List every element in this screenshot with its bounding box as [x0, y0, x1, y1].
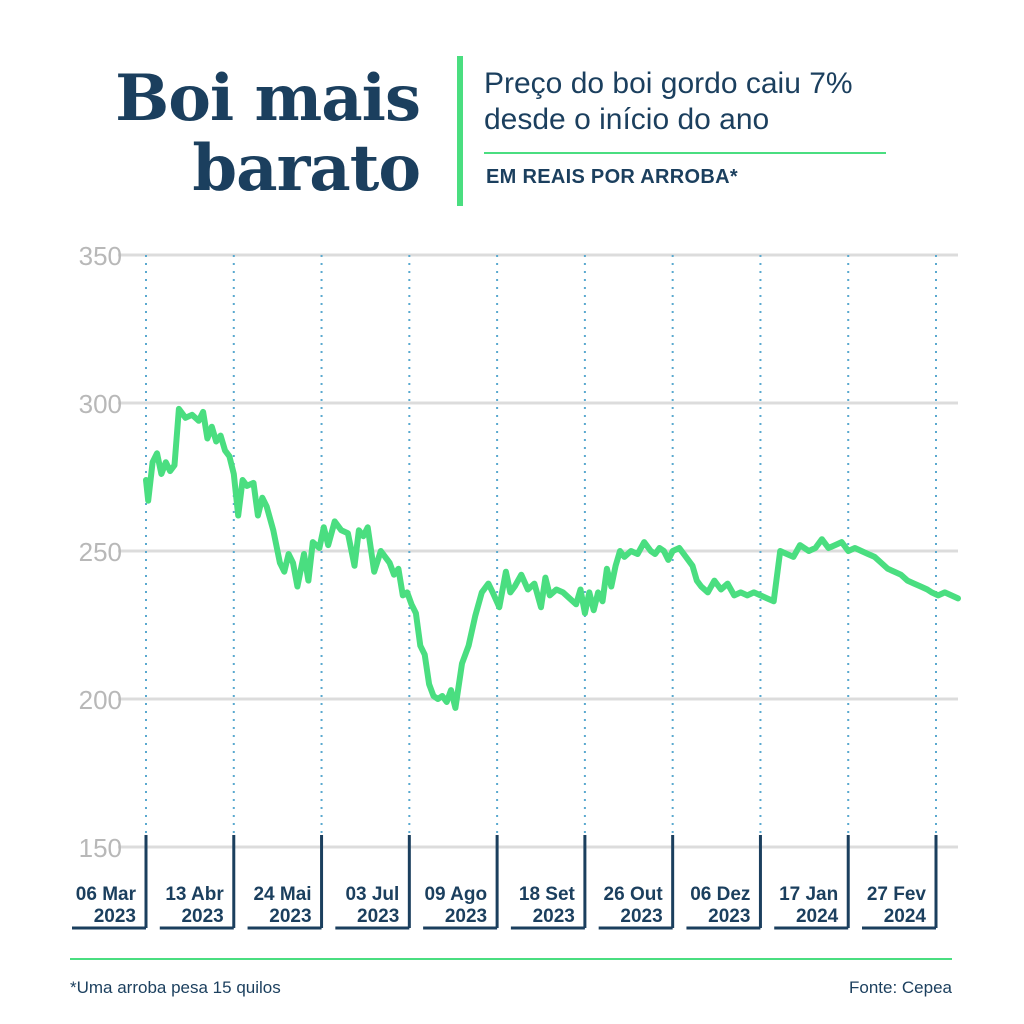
chart-subtitle-line1: Preço do boi gordo caiu 7% — [484, 67, 853, 100]
x-tick-label-day: 03 Jul — [345, 884, 399, 905]
chart-subtitle-line2: desde o início do ano — [484, 103, 770, 136]
subtitle-rule — [484, 152, 886, 154]
footnote: *Uma arroba pesa 15 quilos — [70, 978, 281, 997]
y-tick-label: 150 — [79, 833, 122, 863]
x-tick-label-year: 2024 — [884, 906, 927, 927]
source-note: Fonte: Cepea — [848, 978, 952, 997]
price-series-line — [143, 405, 961, 711]
chart-title-line2: barato — [192, 131, 421, 206]
x-tick-label-year: 2023 — [181, 906, 223, 927]
x-tick-label-day: 13 Abr — [165, 884, 224, 905]
y-tick-label: 350 — [79, 241, 122, 271]
x-tick-label-day: 27 Fev — [867, 884, 927, 905]
x-tick-label-day: 26 Out — [604, 884, 664, 905]
grid-layer: 150 200 250 300 350 — [79, 241, 958, 863]
chart-title: Boi mais barato — [115, 61, 421, 206]
y-tick-label: 200 — [79, 685, 122, 715]
x-tick-label-year: 2023 — [94, 906, 136, 927]
x-tick-label-day: 24 Mai — [253, 884, 311, 905]
x-tick-label-year: 2023 — [357, 906, 399, 927]
x-tick-label-day: 18 Set — [519, 884, 576, 905]
series-layer — [143, 405, 961, 711]
footer-rule — [70, 958, 952, 960]
x-tick-label-year: 2023 — [269, 906, 311, 927]
x-tick-label-year: 2023 — [533, 906, 575, 927]
unit-label: EM REAIS POR ARROBA* — [486, 166, 738, 188]
chart-subtitle: Preço do boi gordo caiu 7% desde o iníci… — [484, 66, 853, 138]
x-tick-label-day: 06 Mar — [76, 884, 137, 905]
x-guide-layer — [72, 255, 938, 930]
x-tick-label-day: 06 Dez — [690, 884, 750, 905]
x-tick-label-year: 2023 — [620, 906, 662, 927]
y-tick-label: 250 — [79, 537, 122, 567]
x-tick-label-year: 2023 — [445, 906, 487, 927]
x-tick-label-year: 2024 — [796, 906, 839, 927]
y-tick-label: 300 — [79, 389, 122, 419]
x-tick-label-day: 09 Ago — [424, 884, 487, 905]
x-tick-label-year: 2023 — [708, 906, 750, 927]
title-divider — [457, 56, 463, 206]
x-tick-label-day: 17 Jan — [779, 884, 838, 905]
chart-title-line1: Boi mais — [115, 61, 421, 136]
